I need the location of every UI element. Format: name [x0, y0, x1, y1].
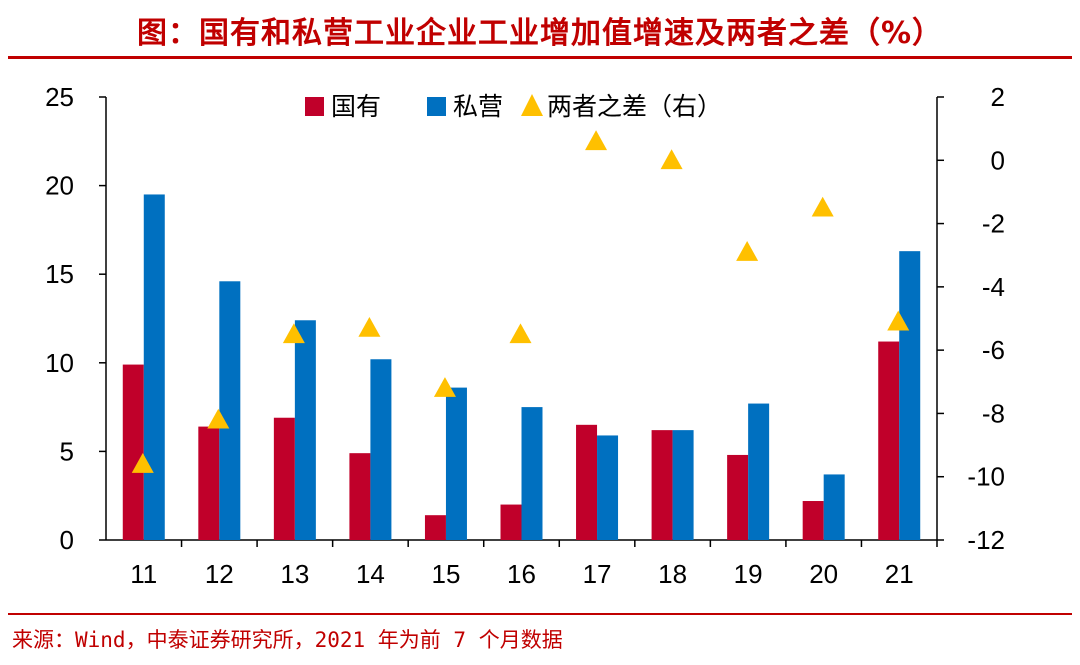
bar-state — [273, 417, 295, 540]
right-tick-label: -4 — [982, 272, 1005, 302]
bar-private — [899, 251, 921, 540]
x-tick-label: 20 — [809, 559, 838, 589]
bar-state — [651, 430, 673, 540]
diff-marker — [811, 196, 834, 217]
diff-marker — [207, 408, 230, 429]
diff-marker — [282, 323, 305, 344]
legend-swatch — [427, 97, 446, 116]
bar-private — [219, 281, 241, 540]
diff-markers — [131, 130, 910, 473]
bar-state — [500, 504, 522, 540]
diff-marker — [509, 323, 532, 344]
bar-state — [576, 424, 598, 540]
bar-state — [349, 453, 371, 540]
bar-private — [143, 194, 165, 540]
bar-state — [424, 515, 446, 540]
diff-marker — [585, 130, 608, 151]
x-tick-label: 19 — [734, 559, 763, 589]
bar-state — [198, 426, 220, 540]
x-tick-label: 11 — [130, 559, 157, 589]
bar-state — [122, 364, 144, 540]
legend-label: 两者之差（右） — [547, 93, 722, 121]
bar-state — [878, 341, 900, 540]
x-tick-label: 16 — [507, 559, 536, 589]
footer-rule — [8, 613, 1072, 615]
legend-swatch — [521, 94, 543, 116]
right-tick-label: -8 — [982, 398, 1005, 428]
diff-marker — [660, 149, 683, 170]
x-tick-label: 14 — [356, 559, 385, 589]
left-tick-label: 0 — [60, 525, 74, 555]
x-tick-label: 15 — [431, 559, 460, 589]
bar-private — [823, 474, 845, 540]
bar-state — [727, 454, 749, 540]
bar-private — [672, 430, 694, 540]
right-tick-label: -10 — [967, 462, 1005, 492]
bars — [122, 194, 921, 540]
left-tick-label: 10 — [45, 348, 74, 378]
legend-label: 私营 — [453, 93, 503, 121]
diff-marker — [433, 377, 456, 397]
bar-private — [597, 435, 619, 540]
right-tick-label: -12 — [967, 525, 1005, 555]
diff-marker — [887, 310, 910, 331]
legend: 国有 私营 两者之差（右） — [305, 93, 722, 121]
right-tick-label: -6 — [982, 335, 1005, 365]
left-tick-label: 15 — [45, 259, 74, 289]
x-tick-label: 12 — [205, 559, 234, 589]
x-tick-label: 17 — [583, 559, 612, 589]
bar-state — [802, 501, 824, 540]
right-tick-label: 0 — [991, 145, 1005, 175]
x-tick-label: 21 — [885, 559, 914, 589]
source-note: 来源：Wind，中泰证券研究所，2021 年为前 7 个月数据 — [12, 628, 563, 652]
chart-title: 图：国有和私营工业企业工业增加值增速及两者之差（%） — [136, 16, 944, 51]
left-tick-label: 25 — [45, 82, 74, 112]
legend-label: 国有 — [331, 93, 381, 121]
diff-marker — [736, 241, 759, 261]
left-tick-label: 5 — [60, 436, 74, 466]
title-rule — [8, 56, 1072, 59]
legend-swatch — [305, 97, 324, 116]
left-tick-label: 20 — [45, 171, 74, 201]
x-tick-label: 18 — [658, 559, 687, 589]
x-tick-label: 13 — [280, 559, 309, 589]
bar-private — [521, 407, 543, 540]
bar-private — [370, 359, 392, 540]
right-tick-label: -2 — [982, 209, 1005, 239]
bar-private — [445, 387, 467, 540]
bar-private — [748, 403, 770, 540]
right-tick-label: 2 — [991, 82, 1005, 112]
bar-private — [294, 320, 316, 540]
diff-marker — [358, 316, 381, 337]
diff-marker — [131, 453, 154, 473]
